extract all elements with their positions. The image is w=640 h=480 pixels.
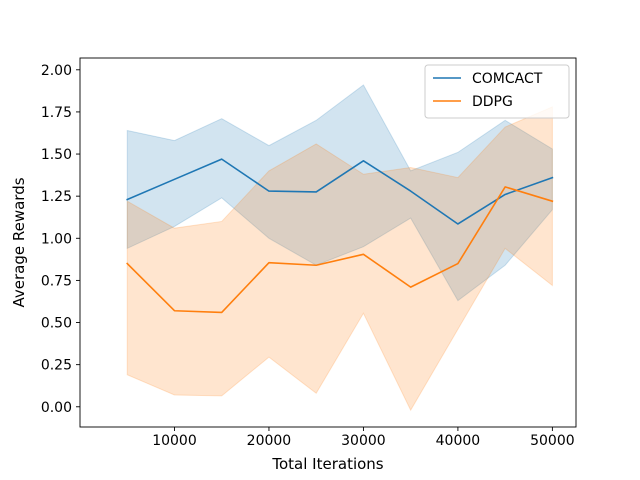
y-tick-label: 1.50 — [41, 147, 72, 163]
y-axis-label: Average Rewards — [10, 177, 28, 307]
y-tick-label: 1.00 — [41, 231, 72, 247]
x-tick-label: 40000 — [436, 433, 481, 449]
y-tick-label: 0.75 — [41, 273, 72, 289]
plot-frame — [79, 57, 577, 428]
band-ddpg — [126, 106, 553, 412]
x-tick-label: 20000 — [247, 433, 292, 449]
axes: 10000 20000 30000 40000 50000 0.00 0.25 0.50 0.7… — [10, 57, 577, 473]
y-tick-label: 0.00 — [41, 400, 72, 416]
y-tick-label: 0.50 — [41, 316, 72, 332]
band-comcact — [126, 84, 553, 302]
y-tick-label: 1.75 — [41, 105, 72, 121]
legend-label-comcact: COMCACT — [472, 71, 543, 87]
y-tick-label: 1.25 — [41, 189, 72, 205]
legend: COMCACT DDPG — [424, 64, 570, 119]
line-ddpg — [126, 186, 554, 314]
confidence-bands — [126, 84, 553, 412]
x-tick-label: 30000 — [341, 433, 386, 449]
y-tick-label: 2.00 — [41, 63, 72, 79]
y-tick-label: 0.25 — [41, 358, 72, 374]
series-lines — [126, 158, 554, 314]
x-tick-label: 50000 — [530, 433, 575, 449]
x-tick-label: 10000 — [152, 433, 197, 449]
line-comcact — [126, 158, 554, 225]
x-axis-label: Total Iterations — [271, 455, 383, 473]
legend-label-ddpg: DDPG — [472, 94, 513, 110]
